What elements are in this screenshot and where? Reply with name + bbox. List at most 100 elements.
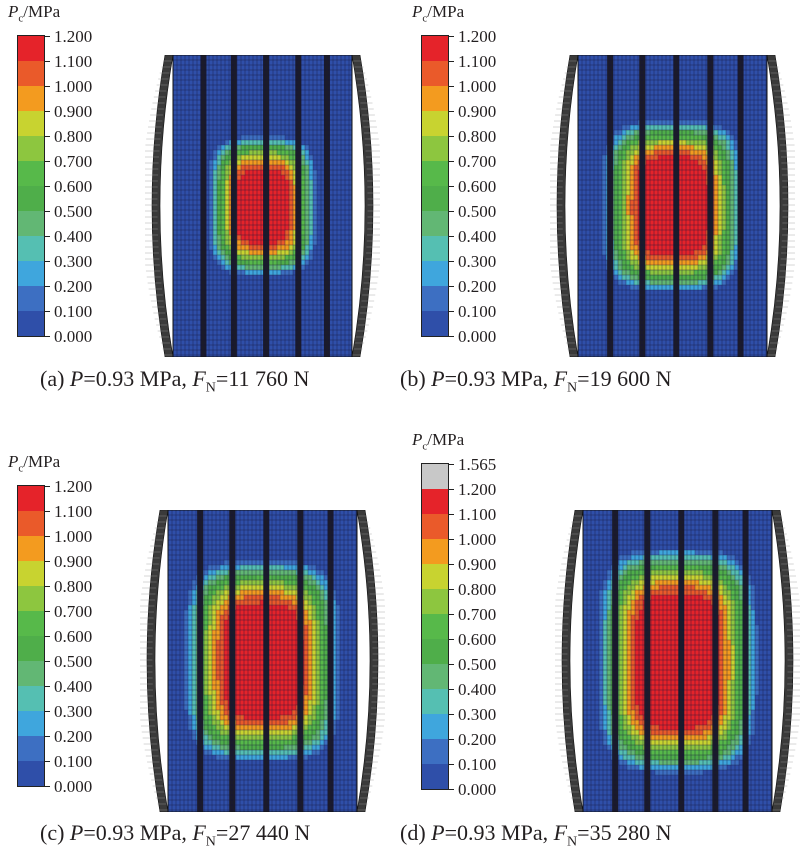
- legend-color-cell: [422, 161, 448, 186]
- panel-d: Pc/MPa 1.565 1.200 1.100 1.000 0.900 0.800 0.7…: [400, 430, 800, 859]
- fe-mesh: [582, 510, 772, 812]
- legend-tick-label: 0.800: [458, 580, 497, 599]
- tire-contact-pressure-plot: [555, 510, 800, 812]
- tread-groove: [707, 55, 714, 357]
- legend-tick: [44, 761, 50, 762]
- left-sidewall: [146, 510, 169, 812]
- legend-color-cell: [422, 464, 448, 489]
- legend-tick-label: 0.600: [458, 630, 497, 649]
- tread-groove: [678, 510, 685, 812]
- legend-tick-label: 1.100: [54, 52, 93, 71]
- legend-color-cell: [18, 511, 44, 536]
- legend-tick-label: 0.300: [458, 252, 497, 271]
- legend-tick-label: 0.300: [458, 705, 497, 724]
- panel-b: Pc/MPa 1.200 1.100 1.000 0.900 0.800 0.700 0.6…: [400, 0, 800, 420]
- legend-tick-label: 0.100: [458, 755, 497, 774]
- legend-color-cell: [18, 661, 44, 686]
- legend-tick-label: 0.000: [54, 327, 93, 346]
- legend-tick: [448, 789, 454, 790]
- legend-tick-label: 0.800: [54, 127, 93, 146]
- tread-groove: [712, 510, 719, 812]
- panel-caption: (b) P=0.93 MPa, FN=19 600 N: [400, 366, 672, 396]
- legend-tick: [448, 311, 454, 312]
- legend-title: Pc/MPa: [412, 2, 465, 25]
- legend-color-cell: [18, 686, 44, 711]
- legend-color-cell: [18, 711, 44, 736]
- legend-tick: [44, 661, 50, 662]
- legend-tick-label: 0.900: [54, 102, 93, 121]
- color-legend: 1.200 1.100 1.000 0.900 0.800 0.700 0.600 0.500…: [17, 28, 92, 345]
- legend-tick-label: 0.400: [458, 680, 497, 699]
- legend-tick-label: 0.500: [54, 202, 93, 221]
- legend-tick-label: 0.800: [54, 577, 93, 596]
- legend-color-cell: [422, 714, 448, 739]
- legend-tick-label: 1.000: [54, 527, 93, 546]
- legend-tick: [448, 236, 454, 237]
- legend-tick: [44, 36, 50, 37]
- legend-color-cell: [18, 286, 44, 311]
- tread-groove: [297, 510, 304, 812]
- legend-color-cell: [422, 764, 448, 789]
- right-sidewall: [356, 510, 379, 812]
- legend-tick: [448, 464, 454, 465]
- legend-tick-label: 0.200: [458, 277, 497, 296]
- legend-color-cell: [18, 36, 44, 61]
- legend-tick-label: 0.500: [458, 655, 497, 674]
- legend-tick: [448, 614, 454, 615]
- legend-color-cell: [422, 489, 448, 514]
- legend-tick-label: 0.900: [458, 102, 497, 121]
- tread-groove: [644, 510, 651, 812]
- tire-contact-pressure-plot: [140, 510, 385, 812]
- legend-color-cell: [422, 211, 448, 236]
- legend-tick: [448, 489, 454, 490]
- legend-tick-label: 0.200: [54, 727, 93, 746]
- tread-groove: [263, 510, 270, 812]
- legend-color-cell: [422, 739, 448, 764]
- legend-tick-label: 0.000: [54, 777, 93, 796]
- legend-tick: [44, 111, 50, 112]
- legend-color-cell: [422, 639, 448, 664]
- legend-tick-label: 0.300: [54, 702, 93, 721]
- legend-tick-label: 1.000: [54, 77, 93, 96]
- legend-title: Pc/MPa: [412, 430, 465, 453]
- tire-contact-pressure-plot: [145, 55, 380, 357]
- legend-tick-label: 0.700: [458, 152, 497, 171]
- legend-tick: [44, 61, 50, 62]
- legend-tick: [448, 589, 454, 590]
- legend-color-cell: [422, 564, 448, 589]
- legend-color-cell: [18, 761, 44, 786]
- legend-tick: [448, 336, 454, 337]
- legend-color-cell: [18, 261, 44, 286]
- legend-tick: [44, 536, 50, 537]
- panel-caption: (c) P=0.93 MPa, FN=27 440 N: [40, 820, 311, 850]
- legend-color-cell: [18, 236, 44, 261]
- legend-color-cell: [422, 186, 448, 211]
- legend-tick: [448, 261, 454, 262]
- legend-tick: [448, 286, 454, 287]
- legend-tick-label: 0.700: [54, 152, 93, 171]
- legend-color-cell: [422, 36, 448, 61]
- legend-color-cell: [422, 664, 448, 689]
- legend-tick: [44, 786, 50, 787]
- legend-tick-label: 1.100: [54, 502, 93, 521]
- legend-tick-label: 0.700: [458, 605, 497, 624]
- legend-tick: [44, 486, 50, 487]
- legend-tick: [44, 736, 50, 737]
- color-legend: 1.565 1.200 1.100 1.000 0.900 0.800 0.700 0.600…: [421, 456, 496, 798]
- legend-tick-label: 1.100: [458, 505, 497, 524]
- right-sidewall: [771, 510, 794, 812]
- legend-tick-label: 0.900: [54, 552, 93, 571]
- fe-mesh: [167, 510, 357, 812]
- legend-color-cell: [18, 536, 44, 561]
- legend-tick: [448, 36, 454, 37]
- right-sidewall: [766, 55, 789, 357]
- color-legend: 1.200 1.100 1.000 0.900 0.800 0.700 0.600 0.500…: [421, 28, 496, 345]
- legend-tick-label: 0.600: [54, 177, 93, 196]
- fe-mesh: [172, 55, 352, 357]
- legend-tick-label: 1.000: [458, 530, 497, 549]
- tread-groove: [639, 55, 646, 357]
- legend-tick: [44, 311, 50, 312]
- legend-tick-label: 0.900: [458, 555, 497, 574]
- legend-color-cell: [18, 486, 44, 511]
- tread-groove: [230, 55, 237, 357]
